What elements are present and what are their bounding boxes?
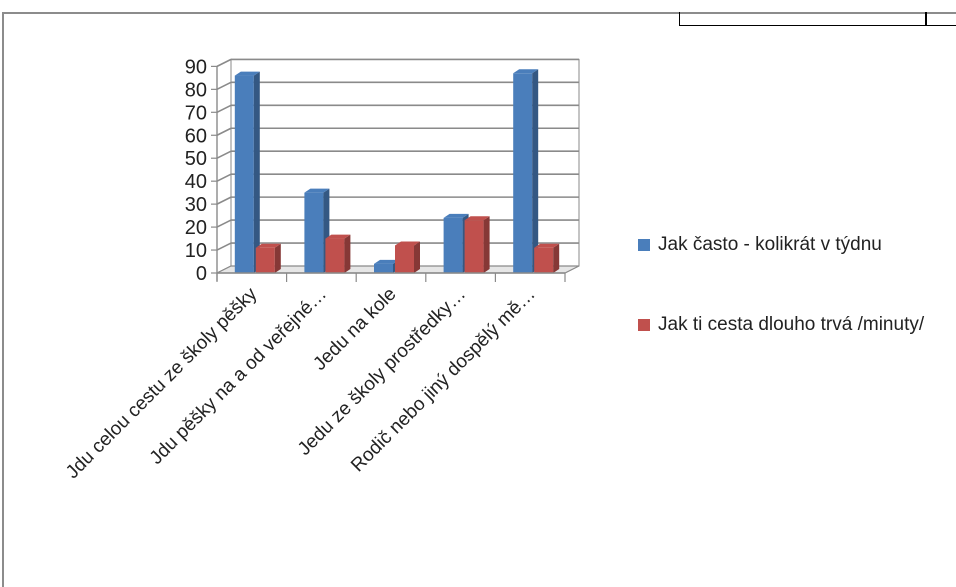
bar-duration [534, 243, 560, 273]
bar-duration [325, 234, 351, 273]
y-tick-label: 0 [196, 263, 207, 285]
bar-top [234, 71, 260, 76]
bar-top [464, 216, 490, 221]
gridline-side [216, 173, 232, 182]
legend-swatch-series-2 [638, 319, 650, 331]
legend-swatch-series-1 [638, 239, 650, 251]
bar-front [395, 245, 414, 273]
bar-side [274, 243, 281, 273]
bar-front [443, 217, 463, 273]
gridline-side [216, 150, 232, 159]
gridline-side [216, 196, 232, 205]
gridline-side [216, 127, 232, 136]
bar-frequency [234, 71, 260, 274]
bar-duration [395, 241, 420, 273]
bar-front [513, 73, 533, 273]
chart-frame [2, 12, 956, 587]
legend-item-series-2: Jak ti cesta dlouho trvá /minuty/ [638, 312, 954, 338]
bar-front [255, 247, 275, 273]
gridline-side [216, 81, 232, 91]
table-cell-fragment [679, 12, 927, 26]
bar-top [443, 213, 469, 218]
bar-top [534, 243, 560, 248]
y-tick-label: 70 [185, 102, 207, 124]
bar-front [374, 263, 393, 273]
bar-top [513, 69, 539, 74]
y-tick-label: 30 [185, 194, 207, 216]
legend-label-series-2: Jak ti cesta dlouho trvá /minuty/ [658, 314, 925, 335]
bar-side [553, 243, 560, 273]
y-tick-label: 60 [185, 125, 207, 147]
bar-top [255, 243, 281, 248]
y-tick-label: 10 [185, 240, 207, 262]
y-tick-label: 20 [185, 217, 207, 239]
y-tick-label: 50 [185, 148, 207, 170]
bar-top [325, 234, 351, 239]
bar-front [534, 247, 554, 273]
bar-frequency [513, 69, 539, 273]
legend-item-series-1: Jak často - kolikrát v týdnu [638, 232, 954, 258]
bar-duration [255, 243, 281, 273]
bar-side [253, 71, 260, 274]
y-tick-label: 90 [185, 56, 207, 78]
bar-front [304, 192, 324, 273]
bar-front [464, 220, 484, 273]
bar-front [325, 238, 345, 273]
gridline-side [216, 58, 232, 68]
legend-label-series-1: Jak často - kolikrát v týdnu [658, 234, 882, 255]
bar-side [532, 69, 539, 273]
legend: Jak často - kolikrát v týdnu Jak ti cest… [638, 232, 954, 338]
bar-frequency [304, 188, 330, 273]
bar-top [374, 259, 399, 264]
gridline-side [216, 242, 232, 251]
bar-duration [464, 216, 490, 273]
bar-top [395, 241, 420, 246]
gridline-side [216, 219, 232, 228]
bar-front [234, 75, 254, 274]
table-cell-fragment-right [925, 12, 956, 26]
bars [234, 69, 560, 274]
bar-top [304, 188, 330, 193]
side-wall [216, 58, 232, 274]
y-tick-label: 40 [185, 171, 207, 193]
bar-side [414, 241, 420, 273]
bar-side [344, 234, 351, 273]
gridline-side [216, 104, 232, 114]
bar-side [483, 216, 490, 273]
y-tick-label: 80 [185, 79, 207, 101]
